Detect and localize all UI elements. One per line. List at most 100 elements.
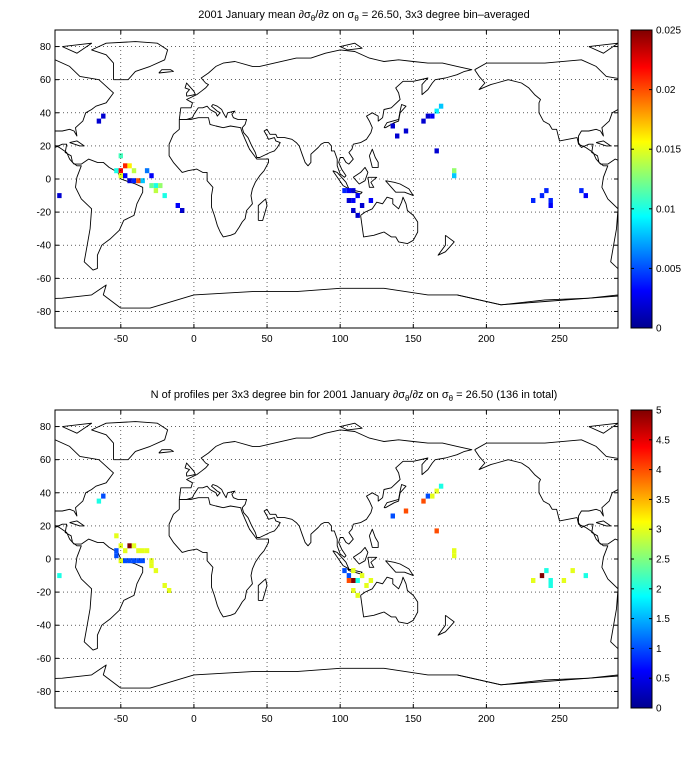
colorbar-tick-label: 4.5 [656,435,670,446]
data-cell [96,118,102,124]
data-cell [140,558,145,564]
coastline [474,439,618,650]
title-post: = 26.50 (136 in total) [453,389,557,401]
data-cell [136,178,141,184]
coastline [257,198,268,221]
coastline [158,69,174,74]
data-cell [452,173,457,179]
data-cell [355,193,360,199]
data-cell [136,548,141,554]
data-cell [452,553,457,559]
coastline [91,41,169,81]
coastline [158,449,174,454]
map-layer [55,421,696,689]
title-pre: N of profiles per 3x3 degree bin for 200… [151,389,406,401]
data-cell [421,498,426,504]
colorbar-tick-label: 0.02 [656,85,676,96]
data-cell [434,108,439,114]
data-cell [127,163,132,169]
coastline [332,170,350,190]
data-cell [561,578,567,583]
title-pre: 2001 January mean ∂σ [198,9,311,21]
x-tick-label: 0 [191,334,197,345]
coastline [340,42,363,51]
data-cell [342,568,347,574]
data-cell [421,118,426,124]
chart-profile-count: N of profiles per 3x3 degree bin for 200… [37,389,696,725]
data-cell [434,528,439,534]
data-cell [149,558,154,564]
colorbar-tick-label: 1.5 [656,614,670,625]
coastline [367,176,378,188]
data-cell [544,568,549,574]
x-tick-label: 200 [478,714,495,725]
data-cell [101,113,106,119]
colorbar-gradient [630,409,653,709]
data-cell [118,543,123,549]
colorbar-tick-label: 5 [656,406,662,417]
y-tick-label: 80 [40,42,52,53]
coastline [588,422,618,434]
coastline [367,556,378,568]
data-cell [438,103,444,109]
coastline [368,528,379,548]
data-cell [403,508,409,514]
coastline [184,82,196,97]
colorbar-tick-label: 0.5 [656,674,670,685]
colorbar-tick-label: 0 [656,324,662,335]
coastline [437,234,455,256]
colorbar-tick-label: 0.01 [656,204,676,215]
title-sub1: θ [405,394,410,403]
x-tick-label: -50 [114,334,129,345]
coastline [360,576,419,625]
coastline [55,439,144,651]
data-cell [346,188,352,194]
data-cell [131,168,137,174]
data-cell [144,168,150,174]
data-cell [149,563,154,569]
data-cell [131,178,137,184]
chart-mean-gradient: 2001 January mean ∂σθ/∂z on σθ = 26.50, … [37,9,682,345]
y-tick-label: -20 [37,208,52,219]
y-tick-label: 0 [45,175,51,186]
data-cell [153,188,159,194]
x-tick-label: 150 [405,334,422,345]
coastline [168,497,269,618]
data-cell [430,113,435,119]
data-cell [114,548,119,554]
coastline [69,140,85,147]
data-cell [351,208,356,213]
x-tick-label: 0 [191,714,197,725]
coastline [457,294,618,306]
coastline [332,550,350,570]
coastline [178,429,473,558]
x-tick-label: 250 [551,334,568,345]
y-tick-label: -80 [37,307,52,318]
data-cell [131,543,137,549]
data-cell [355,578,360,583]
y-tick-label: -60 [37,274,52,285]
x-tick-label: 150 [405,714,422,725]
y-tick-label: -80 [37,687,52,698]
data-cell [390,123,395,129]
coastline [385,180,414,197]
coastline [178,49,473,178]
data-cell [425,113,431,119]
coastline [368,148,379,168]
coastline [457,674,618,686]
data-cell [351,188,356,194]
data-cell [123,173,128,179]
plot-area: -50 0 50 100 150 200 250 -80 -60 -40 -20 0 20 40 60 80 [37,29,619,345]
data-cell [127,543,132,549]
data-cell [118,173,123,179]
data-cell [162,193,167,199]
x-tick-label: -50 [114,714,129,725]
data-cell [531,198,536,203]
title-sub2: θ [354,14,359,23]
data-cell [351,588,356,593]
data-cell [101,493,106,499]
data-cell [368,198,374,203]
colorbar-tick-label: 3.5 [656,495,670,506]
coastline [685,450,696,453]
